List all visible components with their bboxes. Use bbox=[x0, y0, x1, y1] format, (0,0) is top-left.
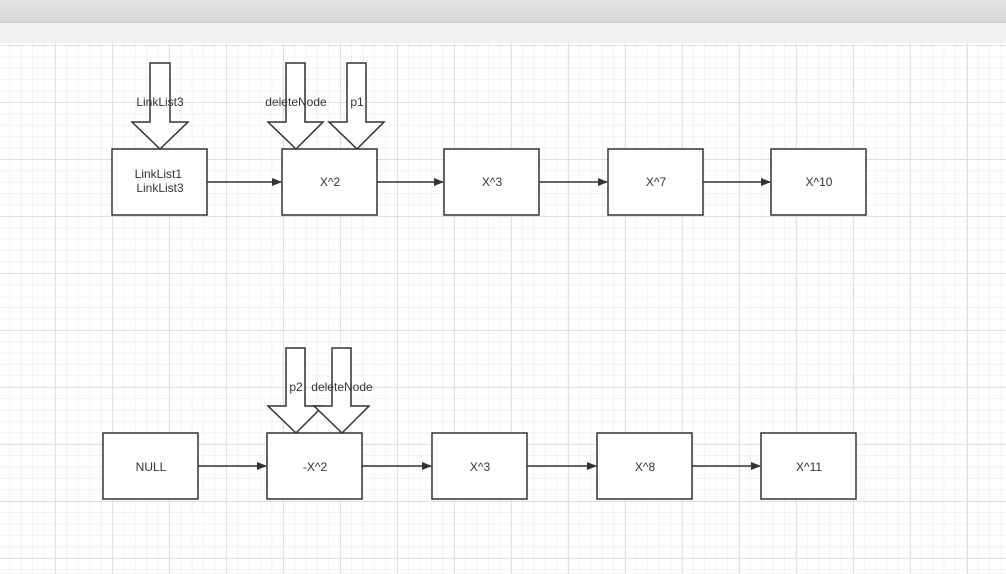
node-head-a-line1: LinkList1 bbox=[135, 167, 183, 181]
node-b-x11[interactable] bbox=[760, 432, 857, 500]
pointer-arrow-p1[interactable] bbox=[327, 62, 386, 151]
node-head-a[interactable] bbox=[111, 148, 208, 216]
pointer-label-deletenode: deleteNode bbox=[265, 95, 327, 109]
node-a-x10[interactable] bbox=[770, 148, 867, 216]
pointer-arrow-deletenode-b[interactable] bbox=[312, 347, 371, 435]
pointer-arrow-linklist3[interactable] bbox=[130, 62, 190, 151]
pointer-arrow-p2[interactable] bbox=[266, 347, 325, 435]
node-b-x11-label: X^11 bbox=[796, 460, 822, 474]
node-b-x8[interactable] bbox=[596, 432, 693, 500]
node-a-x2[interactable] bbox=[281, 148, 378, 216]
node-b-null[interactable] bbox=[102, 432, 199, 500]
node-a-x3[interactable] bbox=[443, 148, 540, 216]
node-b-x8-label: X^8 bbox=[635, 460, 656, 474]
node-b-null-label: NULL bbox=[136, 460, 167, 474]
node-b-neg-x2-label: -X^2 bbox=[303, 460, 328, 474]
node-a-x7-label: X^7 bbox=[646, 175, 667, 189]
pointer-label-linklist3: LinkList3 bbox=[136, 95, 184, 109]
canvas-header-strip bbox=[0, 23, 1006, 43]
node-a-x3-label: X^3 bbox=[482, 175, 503, 189]
pointer-label-deletenode-b: deleteNode bbox=[311, 380, 373, 394]
node-head-a-label: LinkList1 LinkList3 bbox=[135, 167, 186, 195]
pointer-label-p2: p2 bbox=[289, 380, 303, 394]
node-a-x7[interactable] bbox=[607, 148, 704, 216]
pointer-label-p1: p1 bbox=[350, 95, 364, 109]
node-b-x3-label: X^3 bbox=[470, 460, 491, 474]
node-a-x2-label: X^2 bbox=[320, 175, 341, 189]
window-title-bar bbox=[0, 0, 1006, 23]
node-b-neg-x2[interactable] bbox=[266, 432, 363, 500]
node-head-a-line2: LinkList3 bbox=[136, 181, 184, 195]
pointer-arrow-deletenode[interactable] bbox=[266, 62, 325, 151]
node-a-x10-label: X^10 bbox=[806, 175, 833, 189]
